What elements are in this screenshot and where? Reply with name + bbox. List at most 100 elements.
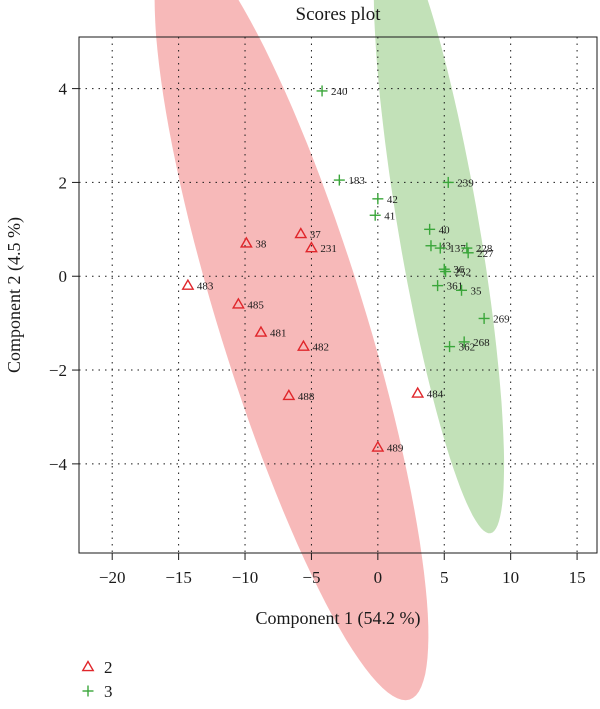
plus-marker xyxy=(432,280,444,292)
data-point-485: 485 xyxy=(231,297,264,311)
x-tick-label: −10 xyxy=(232,568,259,587)
point-label: 35 xyxy=(471,285,483,297)
triangle-marker xyxy=(231,297,245,309)
point-label: 38 xyxy=(255,238,267,250)
data-point-40: 40 xyxy=(424,223,451,236)
triangle-marker xyxy=(411,386,425,398)
x-tick-label: 0 xyxy=(374,568,383,587)
plus-marker xyxy=(444,341,456,353)
point-label: 40 xyxy=(439,224,451,236)
y-tick-label: −4 xyxy=(49,455,68,474)
data-point-269: 269 xyxy=(478,312,510,325)
legend-plus-icon xyxy=(82,685,94,697)
point-label: 483 xyxy=(197,281,214,293)
plus-marker xyxy=(372,193,384,205)
data-point-252: 252 xyxy=(440,266,471,279)
y-axis: −4 −2 0 2 4 xyxy=(49,80,79,474)
point-label: 269 xyxy=(493,313,510,325)
y-tick-label: 2 xyxy=(59,173,68,192)
triangle-marker xyxy=(181,278,195,290)
point-label: 36 xyxy=(453,264,465,276)
data-point-183: 183 xyxy=(333,174,365,187)
plus-marker xyxy=(442,176,454,188)
data-point-38: 38 xyxy=(239,236,267,250)
triangle-marker xyxy=(305,241,318,253)
triangle-marker xyxy=(371,440,385,452)
data-point-37: 37 xyxy=(294,227,322,241)
data-point-36: 36 xyxy=(438,263,465,276)
x-tick-label: 10 xyxy=(502,568,519,587)
data-point-481: 481 xyxy=(254,325,287,340)
plus-marker xyxy=(369,209,381,221)
ellipse-group-3 xyxy=(373,0,505,534)
data-point-231: 231 xyxy=(305,241,337,255)
legend-label: 3 xyxy=(104,682,113,701)
plus-marker xyxy=(458,336,470,348)
point-label: 240 xyxy=(331,86,348,98)
x-axis-label: Component 1 (54.2 %) xyxy=(256,608,421,629)
data-point-42: 42 xyxy=(372,193,398,206)
point-label: 37 xyxy=(310,229,322,241)
point-label: 228 xyxy=(476,243,493,255)
y-tick-label: −2 xyxy=(49,361,67,380)
x-tick-label: 15 xyxy=(569,568,586,587)
data-point-239: 239 xyxy=(442,176,474,189)
legend: 23 xyxy=(81,658,113,701)
plus-marker xyxy=(456,284,468,296)
triangle-marker xyxy=(294,227,308,239)
triangle-marker xyxy=(282,388,296,401)
chart-title: Scores plot xyxy=(296,4,382,25)
data-point-137: 137 xyxy=(434,242,466,255)
legend-label: 2 xyxy=(104,658,113,677)
data-point-268: 268 xyxy=(458,336,490,349)
point-label: 43 xyxy=(440,241,452,253)
point-label: 268 xyxy=(473,337,490,349)
point-label: 137 xyxy=(449,243,466,255)
point-label: 42 xyxy=(387,194,398,206)
confidence-ellipses xyxy=(154,0,505,701)
triangle-marker xyxy=(254,325,268,337)
plus-marker xyxy=(316,85,328,97)
ellipse-group-2 xyxy=(154,0,429,701)
point-label: 362 xyxy=(459,342,476,354)
legend-item-3: 3 xyxy=(82,682,113,701)
point-label: 183 xyxy=(348,175,365,187)
plus-marker xyxy=(461,242,473,254)
data-point-483: 483 xyxy=(181,278,214,293)
data-point-43: 43 xyxy=(425,240,451,253)
point-label: 488 xyxy=(298,391,315,403)
point-label: 484 xyxy=(427,389,444,401)
x-axis: −20 −15 −10 −5 0 5 10 15 xyxy=(99,553,586,587)
plot-frame xyxy=(78,36,598,554)
plus-marker xyxy=(462,247,474,259)
x-tick-label: 5 xyxy=(440,568,449,587)
grid-lines xyxy=(79,37,597,553)
data-point-41: 41 xyxy=(369,209,395,222)
x-tick-label: −5 xyxy=(302,568,320,587)
y-tick-label: 4 xyxy=(59,80,68,99)
y-tick-label: 0 xyxy=(59,267,68,286)
point-label: 41 xyxy=(384,210,395,222)
x-tick-label: −15 xyxy=(165,568,192,587)
plus-marker xyxy=(478,312,490,324)
data-point-240: 240 xyxy=(316,85,348,98)
data-points: 37 38 231 483 485 481 482 488 484 489 240 183 239 42 4… xyxy=(181,85,510,454)
point-label: 481 xyxy=(270,328,287,340)
data-point-227: 227 xyxy=(462,247,494,260)
point-label: 482 xyxy=(312,342,329,354)
plus-marker xyxy=(424,223,436,235)
triangle-marker xyxy=(239,236,253,248)
point-label: 239 xyxy=(457,177,474,189)
triangle-marker xyxy=(297,339,310,351)
legend-item-2: 2 xyxy=(81,658,113,677)
data-point-482: 482 xyxy=(297,339,329,354)
plus-marker xyxy=(438,263,450,275)
legend-triangle-icon xyxy=(81,660,95,672)
point-label: 489 xyxy=(387,442,404,454)
data-point-35: 35 xyxy=(456,284,483,297)
point-label: 252 xyxy=(455,267,472,279)
data-point-489: 489 xyxy=(371,440,404,454)
data-point-362: 362 xyxy=(444,341,475,354)
point-label: 231 xyxy=(320,243,337,255)
